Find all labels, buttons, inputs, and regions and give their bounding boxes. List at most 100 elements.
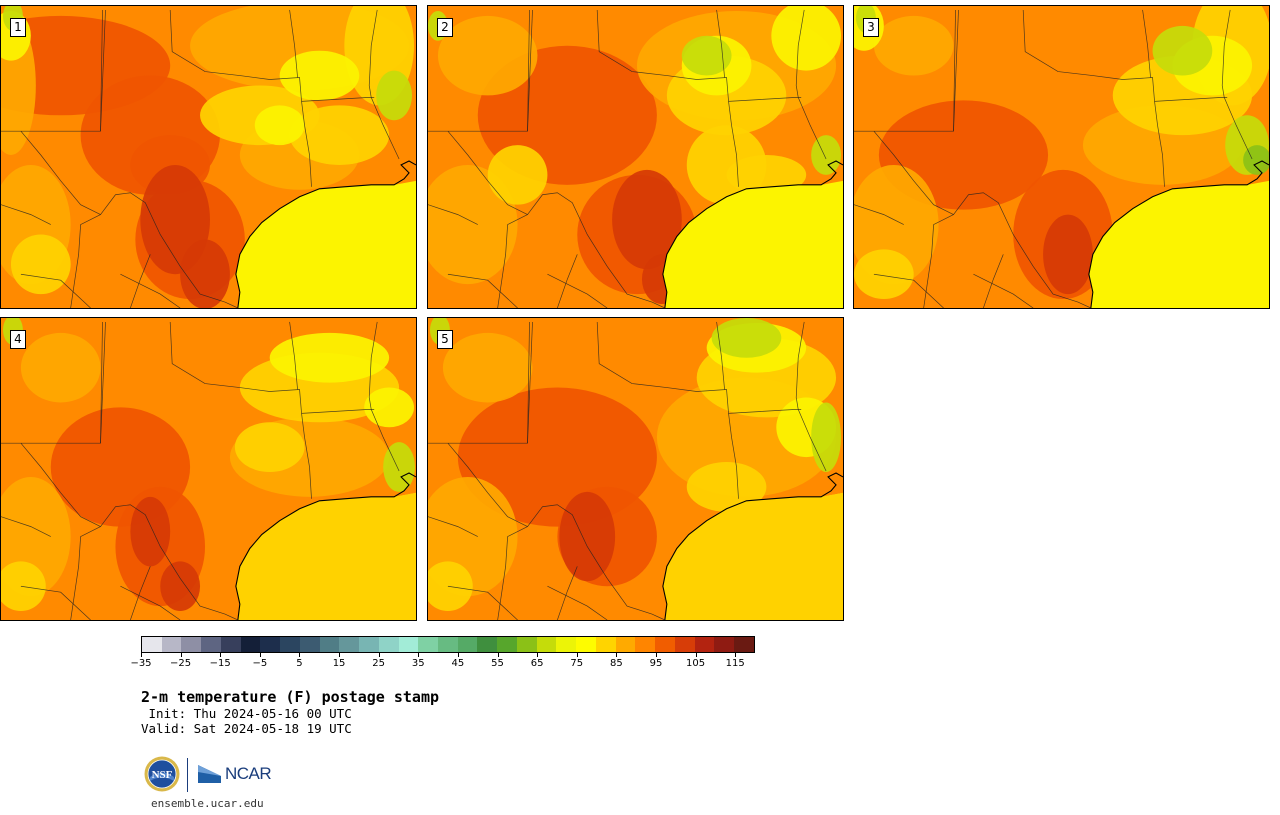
temperature-region: [811, 135, 842, 175]
colorbar-tick: [655, 653, 657, 657]
colorbar-tick: [457, 653, 459, 657]
panel-number-5: 5: [437, 330, 453, 349]
colorbar-swatch: [576, 637, 596, 652]
temperature-region: [20, 332, 101, 403]
state-border: [169, 9, 312, 187]
colorbar-tick-label: −25: [170, 658, 192, 669]
colorbar-ticks: −35 −25 −15 −5 5 15 25 35 45 55 65 75 85 95 105 115: [130, 653, 755, 677]
state-border: [527, 9, 533, 132]
colorbar-tick-label: 85: [609, 658, 623, 669]
colorbar-swatch: [240, 637, 261, 652]
temperature-region: [1043, 214, 1093, 295]
state-border: [728, 97, 802, 102]
state-border: [70, 214, 101, 308]
temperature-region: [428, 561, 473, 612]
temperature-region: [686, 462, 767, 512]
state-border: [547, 273, 608, 308]
colorbar-swatch: [359, 637, 379, 652]
colorbar-tick-label: 25: [372, 658, 386, 669]
nsf-logo-text: NSF: [152, 769, 173, 781]
map-panel-1: 1: [0, 5, 417, 309]
temperature-map-4: [1, 318, 416, 620]
state-border: [428, 516, 478, 537]
state-border: [20, 130, 239, 308]
state-border: [1, 204, 51, 225]
state-border: [1022, 9, 1165, 187]
colorbar-tick-label: 115: [725, 658, 745, 669]
state-border: [596, 9, 739, 187]
colorbar-swatch: [220, 637, 241, 652]
colorbar-swatch: [615, 637, 636, 652]
init-time: Init: Thu 2024-05-16 00 UTC: [141, 706, 352, 721]
temperature-map-1: [1, 6, 416, 308]
colorbar-tick: [418, 653, 420, 657]
figure-title: 2-m temperature (F) postage stamp: [141, 688, 440, 706]
colorbar-tick-label: 35: [411, 658, 425, 669]
state-border: [1, 516, 51, 537]
colorbar-swatch: [398, 637, 419, 652]
temperature-map-3: [854, 6, 1269, 308]
map-panel-3: 3: [853, 5, 1270, 309]
colorbar-swatch: [674, 637, 695, 652]
state-border: [447, 273, 518, 308]
colorbar-swatch: [299, 637, 320, 652]
state-border: [289, 9, 298, 78]
temperature-region: [681, 35, 732, 76]
state-border: [716, 9, 725, 78]
temperature-region: [279, 50, 360, 101]
colorbar-tick-label: −15: [209, 658, 231, 669]
colorbar-swatch: [655, 637, 675, 652]
temperature-region: [442, 332, 533, 403]
temperature-region: [383, 442, 416, 492]
panel-number-2: 2: [437, 18, 453, 37]
temperature-region: [10, 234, 71, 295]
coastline: [235, 160, 416, 308]
gulf-of-mexico: [1088, 180, 1269, 308]
temperature-region: [160, 561, 201, 612]
state-border: [854, 204, 904, 225]
temperature-region: [873, 15, 954, 76]
temperature-region: [376, 70, 413, 121]
state-border: [447, 130, 666, 308]
state-border: [301, 409, 375, 414]
logo-divider: [187, 758, 188, 792]
colorbar-swatch: [201, 637, 221, 652]
state-border: [795, 321, 827, 472]
state-border: [1, 9, 103, 132]
temperature-region: [811, 402, 842, 472]
colorbar-tick-label: 105: [686, 658, 706, 669]
colorbar-tick: [259, 653, 261, 657]
temperature-map-2: [428, 6, 843, 308]
gulf-of-mexico-warm: [662, 492, 843, 620]
temperature-region: [711, 318, 782, 358]
colorbar-tick: [695, 653, 697, 657]
panel-number-4: 4: [10, 330, 26, 349]
colorbar-swatch: [477, 637, 498, 652]
temperature-region: [130, 496, 171, 567]
colorbar-swatch: [339, 637, 360, 652]
temperature-region: [437, 15, 538, 96]
state-border: [368, 9, 400, 160]
colorbar-tick: [735, 653, 737, 657]
state-border: [1221, 9, 1253, 160]
state-border: [428, 9, 530, 132]
state-border: [557, 566, 578, 620]
state-border: [1142, 9, 1151, 78]
colorbar-tick-label: −35: [130, 658, 152, 669]
state-border: [973, 273, 1034, 308]
state-border: [854, 9, 956, 132]
state-border: [557, 254, 578, 308]
colorbar-tick-label: −5: [252, 658, 268, 669]
state-border: [1, 321, 103, 444]
state-border: [873, 273, 944, 308]
temperature-region: [269, 332, 390, 383]
temperature-region: [559, 491, 616, 582]
colorbar-tick: [299, 653, 301, 657]
state-border: [497, 526, 528, 620]
ncar-logo-text: NCAR: [225, 764, 272, 783]
state-border: [169, 321, 312, 499]
temperature-region: [1243, 145, 1269, 175]
colorbar-tick: [180, 653, 182, 657]
colorbar-tick-label: 5: [296, 658, 303, 669]
map-panel-4: 4: [0, 317, 417, 621]
